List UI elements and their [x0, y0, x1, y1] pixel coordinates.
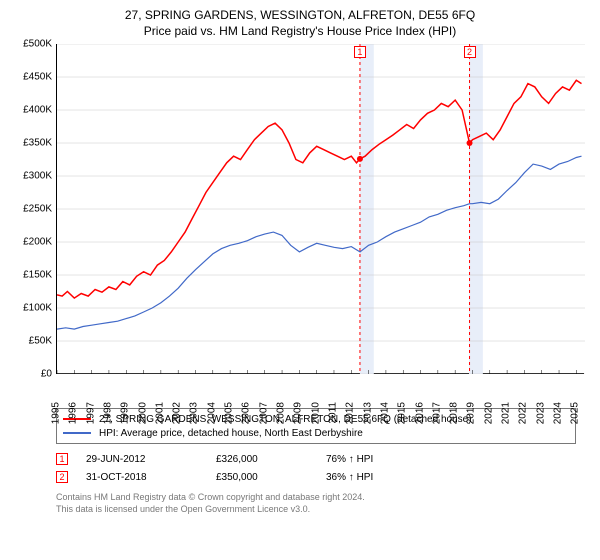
- x-tick-label: 2009: [293, 402, 304, 424]
- sale-date: 31-OCT-2018: [86, 472, 216, 483]
- x-tick-label: 2022: [518, 402, 529, 424]
- x-tick-label: 2020: [483, 402, 494, 424]
- y-tick-label: £0: [41, 369, 52, 380]
- x-tick-label: 2002: [172, 402, 183, 424]
- sale-index-marker: 2: [56, 471, 68, 483]
- x-tick-label: 1997: [85, 402, 96, 424]
- legend-row: HPI: Average price, detached house, Nort…: [63, 426, 569, 440]
- sale-row: 1 29-JUN-2012£326,00076% ↑ HPI: [56, 450, 576, 468]
- x-axis-labels: 1995199619971998199920002001200220032004…: [56, 374, 584, 404]
- chart-title: 27, SPRING GARDENS, WESSINGTON, ALFRETON…: [10, 8, 590, 22]
- x-tick-label: 2023: [535, 402, 546, 424]
- x-tick-label: 1999: [120, 402, 131, 424]
- x-tick-label: 2015: [397, 402, 408, 424]
- x-tick-label: 2016: [414, 402, 425, 424]
- y-tick-label: £100K: [23, 303, 52, 314]
- x-tick-label: 2024: [553, 402, 564, 424]
- chart-subtitle: Price paid vs. HM Land Registry's House …: [10, 24, 590, 38]
- y-tick-label: £200K: [23, 237, 52, 248]
- y-tick-label: £300K: [23, 171, 52, 182]
- sale-marker: 1: [354, 46, 366, 58]
- x-tick-label: 2025: [570, 402, 581, 424]
- chart-svg: [57, 44, 585, 374]
- x-tick-label: 2004: [206, 402, 217, 424]
- x-tick-label: 2013: [362, 402, 373, 424]
- x-tick-label: 2006: [241, 402, 252, 424]
- page-container: 27, SPRING GARDENS, WESSINGTON, ALFRETON…: [0, 0, 600, 560]
- y-tick-label: £400K: [23, 105, 52, 116]
- x-tick-label: 2001: [154, 402, 165, 424]
- legend-swatch: [63, 432, 91, 434]
- sale-date: 29-JUN-2012: [86, 454, 216, 465]
- x-tick-label: 2005: [224, 402, 235, 424]
- x-tick-label: 2014: [379, 402, 390, 424]
- y-tick-label: £450K: [23, 72, 52, 83]
- x-tick-label: 1995: [51, 402, 62, 424]
- x-tick-label: 2017: [431, 402, 442, 424]
- sale-price: £350,000: [216, 472, 326, 483]
- x-tick-label: 2007: [258, 402, 269, 424]
- x-tick-label: 2008: [276, 402, 287, 424]
- x-tick-label: 2019: [466, 402, 477, 424]
- chart-area: £0 £50K £100K £150K £200K £250K £300K £350K £400…: [10, 44, 590, 404]
- sales-table: 1 29-JUN-2012£326,00076% ↑ HPI 2 31-OCT-201…: [56, 450, 576, 486]
- x-tick-label: 2018: [449, 402, 460, 424]
- x-tick-label: 1996: [68, 402, 79, 424]
- y-tick-label: £150K: [23, 270, 52, 281]
- x-tick-label: 2011: [327, 402, 338, 424]
- y-tick-label: £50K: [29, 336, 52, 347]
- x-tick-label: 2003: [189, 402, 200, 424]
- x-tick-label: 2000: [137, 402, 148, 424]
- footer-line-2: This data is licensed under the Open Gov…: [56, 504, 590, 516]
- sale-index-marker: 1: [56, 453, 68, 465]
- sale-row: 2 31-OCT-2018£350,00036% ↑ HPI: [56, 468, 576, 486]
- sale-marker: 2: [464, 46, 476, 58]
- footer-line-1: Contains HM Land Registry data © Crown c…: [56, 492, 590, 504]
- plot-region: 12: [56, 44, 584, 374]
- sale-vs-hpi: 36% ↑ HPI: [326, 472, 426, 483]
- x-tick-label: 2021: [501, 402, 512, 424]
- y-tick-label: £250K: [23, 204, 52, 215]
- sale-price: £326,000: [216, 454, 326, 465]
- legend-label: HPI: Average price, detached house, Nort…: [99, 428, 363, 439]
- x-tick-label: 2010: [310, 402, 321, 424]
- footer-attribution: Contains HM Land Registry data © Crown c…: [56, 492, 590, 515]
- y-tick-label: £500K: [23, 39, 52, 50]
- x-tick-label: 2012: [345, 402, 356, 424]
- x-tick-label: 1998: [102, 402, 113, 424]
- y-tick-label: £350K: [23, 138, 52, 149]
- y-axis-labels: £0£50K£100K£150K£200K£250K£300K£350K£400…: [10, 44, 54, 374]
- sale-vs-hpi: 76% ↑ HPI: [326, 454, 426, 465]
